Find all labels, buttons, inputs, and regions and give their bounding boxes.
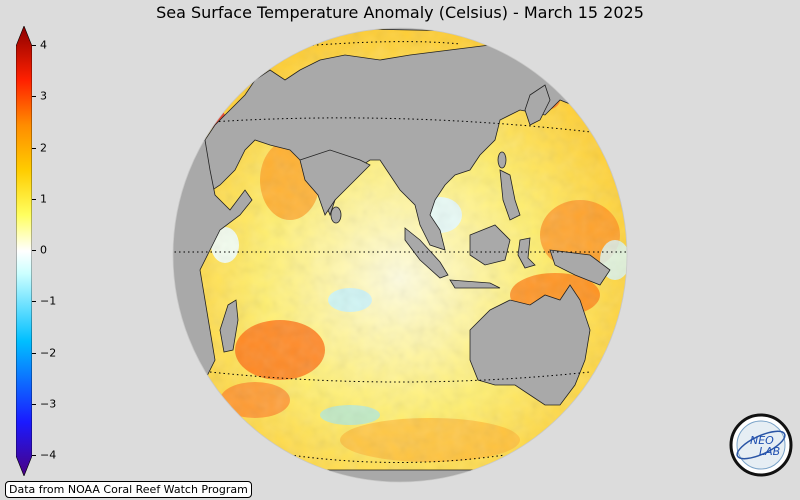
colorbar-tick-label: 0 bbox=[40, 243, 47, 257]
colorbar-tick-label: 4 bbox=[40, 38, 47, 52]
land-sri-lanka bbox=[330, 206, 342, 224]
land-japan bbox=[524, 84, 551, 126]
land-masses bbox=[173, 28, 627, 482]
logo-neo-text: NEO bbox=[750, 434, 774, 447]
colorbar-tickmark bbox=[32, 198, 36, 200]
land-philippines bbox=[499, 169, 521, 221]
colorbar-tickmark bbox=[32, 45, 36, 46]
land-sumatra bbox=[404, 227, 449, 279]
land-india bbox=[299, 149, 371, 216]
colorbar-tickmark bbox=[32, 147, 36, 149]
data-credit: Data from NOAA Coral Reef Watch Program bbox=[5, 481, 252, 498]
colorbar-tickmark bbox=[32, 250, 36, 251]
colorbar-tick-label: −2 bbox=[40, 346, 57, 359]
land-taiwan bbox=[497, 151, 507, 169]
land-madagascar bbox=[219, 299, 239, 353]
colorbar bbox=[16, 26, 32, 476]
colorbar-tick-label: 2 bbox=[40, 141, 47, 154]
land-java bbox=[449, 279, 501, 289]
colorbar-tick-label: 1 bbox=[40, 192, 47, 206]
colorbar-tickmark bbox=[32, 352, 36, 354]
land-borneo bbox=[469, 224, 511, 266]
colorbar-tick-label: −1 bbox=[40, 294, 57, 308]
map-title: Sea Surface Temperature Anomaly (Celsius… bbox=[156, 3, 644, 22]
logo-lab-text: LAB bbox=[759, 445, 780, 458]
graticule bbox=[173, 41, 627, 463]
land-australia bbox=[469, 284, 591, 406]
colorbar-tick-label: −3 bbox=[40, 397, 57, 411]
colorbar-tickmark bbox=[32, 301, 36, 303]
land-sulawesi bbox=[517, 237, 536, 269]
colorbar-tick-label: 3 bbox=[40, 89, 47, 103]
colorbar-tickmark bbox=[32, 96, 36, 98]
colorbar-tick-label: −4 bbox=[40, 448, 57, 462]
land-new-guinea bbox=[549, 249, 611, 286]
globe-outline bbox=[172, 27, 628, 483]
colorbar-gradient bbox=[16, 26, 32, 476]
colorbar-tickmark bbox=[32, 403, 36, 405]
neo-lab-logo-icon: NEO LAB bbox=[729, 413, 793, 477]
land-antarctica bbox=[298, 469, 502, 482]
colorbar-tickmark bbox=[32, 455, 36, 456]
